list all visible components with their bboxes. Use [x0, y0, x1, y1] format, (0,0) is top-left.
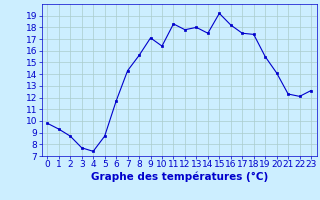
X-axis label: Graphe des températures (°C): Graphe des températures (°C) — [91, 172, 268, 182]
